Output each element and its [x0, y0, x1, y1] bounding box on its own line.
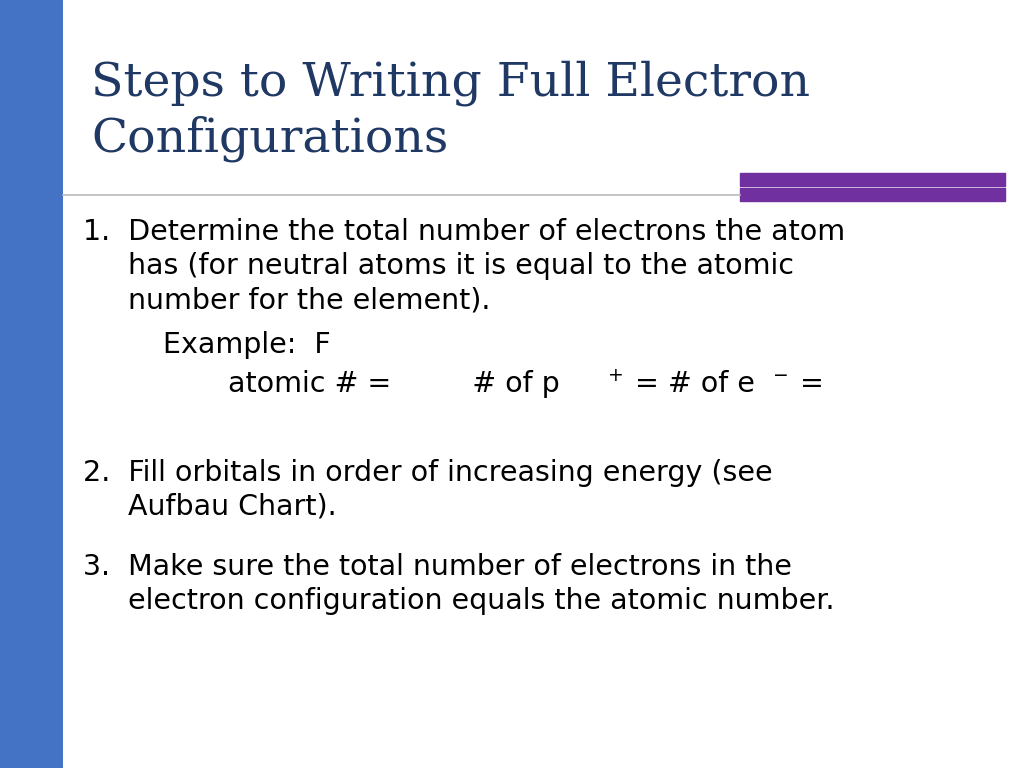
Text: Steps to Writing Full Electron: Steps to Writing Full Electron	[91, 60, 811, 106]
Text: 1.  Determine the total number of electrons the atom: 1. Determine the total number of electro…	[84, 218, 846, 246]
Text: electron configuration equals the atomic number.: electron configuration equals the atomic…	[84, 587, 836, 615]
Text: 2.  Fill orbitals in order of increasing energy (see: 2. Fill orbitals in order of increasing …	[84, 459, 773, 487]
Text: =: =	[792, 370, 824, 398]
Text: Example:  F: Example: F	[164, 331, 331, 359]
Bar	[0, 0, 63, 768]
Text: = # of e: = # of e	[627, 370, 756, 398]
Text: atomic # =         # of p: atomic # = # of p	[228, 370, 560, 398]
Text: number for the element).: number for the element).	[84, 286, 490, 314]
Text: has (for neutral atoms it is equal to the atomic: has (for neutral atoms it is equal to th…	[84, 252, 795, 280]
Text: Configurations: Configurations	[91, 115, 449, 161]
Text: Aufbau Chart).: Aufbau Chart).	[84, 493, 337, 521]
Text: −: −	[773, 366, 790, 385]
Text: +: +	[608, 366, 625, 385]
Text: 3.  Make sure the total number of electrons in the: 3. Make sure the total number of electro…	[84, 553, 793, 581]
